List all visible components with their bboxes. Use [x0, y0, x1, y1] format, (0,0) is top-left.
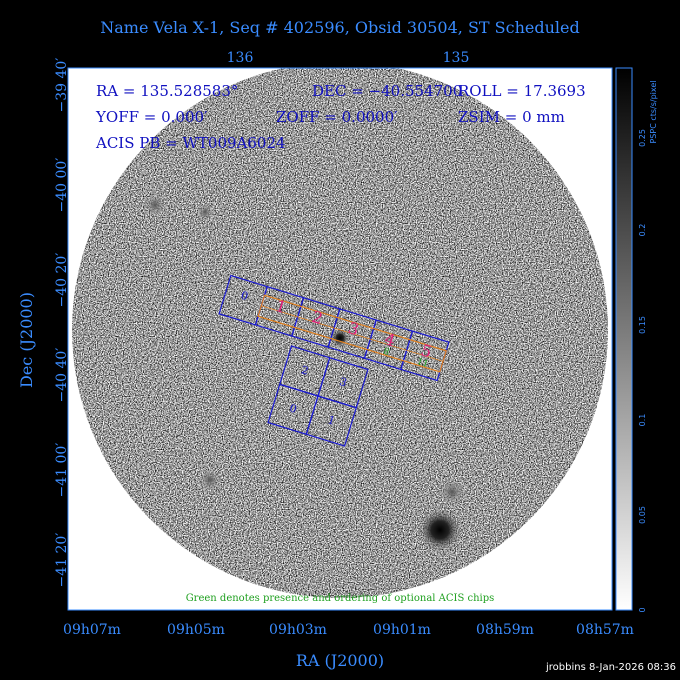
info-roll: ROLL = 17.3693: [458, 82, 586, 100]
optional-chip: 8: [382, 347, 391, 358]
left-tick-label: −40 20′: [54, 253, 70, 308]
colorbar-title: PSPC cts/s/pixel: [649, 80, 658, 143]
chip-label: 0: [288, 402, 298, 416]
sky-image: [72, 68, 608, 598]
acis-s-array: 0 1 2 3 4 5 8 11: [218, 274, 450, 382]
acis-i-array: 2 3 0 1: [267, 345, 369, 447]
bottom-tick-label: 08h57m: [576, 622, 634, 638]
left-tick-label: −39 40′: [54, 58, 70, 113]
info-dec: DEC = −40.554700: [312, 82, 462, 100]
colorbar-tick-label: 0.1: [638, 414, 647, 427]
top-tick-label: 136: [227, 50, 254, 66]
title: Name Vela X-1, Seq # 402596, Obsid 30504…: [100, 18, 580, 37]
left-tick-label: −41 20′: [54, 533, 70, 588]
left-tick-label: −40 00′: [54, 158, 70, 213]
info-zoff: ZOFF = 0.0000′: [276, 108, 398, 126]
top-tick-label: 135: [443, 50, 470, 66]
info-ra: RA = 135.528583°: [96, 82, 238, 100]
note: Green denotes presence and ordering of o…: [186, 593, 495, 604]
bottom-tick-label: 09h05m: [167, 622, 225, 638]
info-acis-pb: ACIS PB = WT009A6024: [95, 134, 286, 152]
colorbar-tick-label: 0.2: [638, 224, 647, 237]
chip-label: 0: [239, 289, 249, 303]
optional-chip: 11: [416, 357, 430, 370]
chip-label: 1: [326, 413, 336, 427]
plot-border: [67, 67, 613, 611]
colorbar-tick-label: 0.25: [638, 129, 647, 147]
credit: jrobbins 8-Jan-2026 08:36: [545, 662, 676, 673]
left-axis-title: Dec (J2000): [17, 292, 36, 388]
left-axis: −39 40′ −40 00′ −40 20′ −40 40′ −41 00′ …: [17, 58, 70, 588]
bottom-tick-label: 09h07m: [63, 622, 121, 638]
chip-label: 2: [300, 363, 310, 377]
colorbar: [615, 67, 633, 611]
bottom-axis: 09h07m 09h05m 09h03m 09h01m 08h59m 08h57…: [63, 622, 634, 670]
bottom-tick-label: 09h03m: [269, 622, 327, 638]
bottom-tick-label: 09h01m: [373, 622, 431, 638]
bottom-axis-title: RA (J2000): [296, 651, 384, 670]
left-tick-label: −41 00′: [54, 443, 70, 498]
colorbar-ticks: 0 0.05 0.1 0.15 0.2 0.25 PSPC cts/s/pixe…: [638, 80, 658, 612]
bottom-tick-label: 08h59m: [476, 622, 534, 638]
info-zsim: ZSIM = 0 mm: [458, 108, 565, 126]
colorbar-tick-label: 0.15: [638, 316, 647, 334]
chip-label: 3: [338, 375, 348, 389]
colorbar-tick-label: 0.05: [638, 506, 647, 524]
left-tick-label: −40 40′: [54, 348, 70, 403]
info-yoff: YOFF = 0.000′: [95, 108, 208, 126]
colorbar-tick-label: 0: [638, 607, 647, 612]
